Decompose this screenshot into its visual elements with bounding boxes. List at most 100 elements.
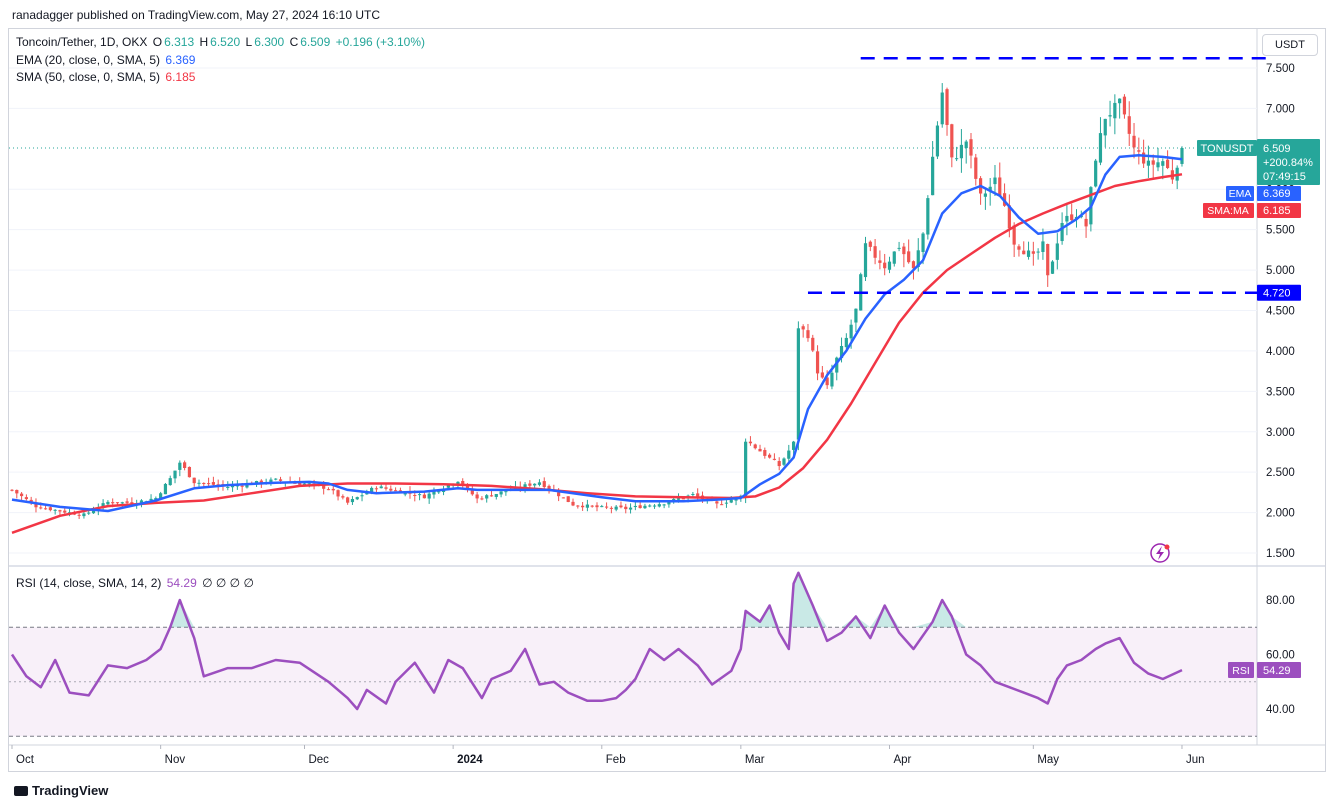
lightning-icon[interactable] — [1150, 543, 1170, 563]
candle-body — [1122, 96, 1127, 115]
candle-body — [24, 497, 28, 500]
candle-body — [542, 481, 546, 488]
candle-body — [1132, 135, 1136, 148]
rsi-overbought-fill — [855, 616, 871, 628]
chart-frame — [8, 28, 1326, 772]
candle-body — [1065, 215, 1069, 222]
candle-body — [173, 470, 177, 479]
price-tick-label: 7.000 — [1266, 103, 1295, 115]
candle-body — [1151, 160, 1155, 165]
candle-body — [331, 488, 335, 491]
time-tick-label: Dec — [308, 754, 329, 766]
ticker-badge-text: TONUSDT — [1201, 143, 1254, 155]
close-label: C — [289, 35, 299, 49]
open-label: O — [152, 35, 163, 49]
candle-body — [571, 501, 575, 506]
candle-body — [768, 454, 772, 458]
candle-body — [298, 482, 302, 485]
price-tick-label: 4.000 — [1266, 346, 1295, 358]
candle-body — [758, 448, 762, 452]
candle-body — [274, 478, 278, 480]
candle-body — [581, 505, 585, 508]
candle-body — [585, 504, 589, 508]
candle-body — [1180, 148, 1184, 164]
candle-body — [149, 498, 153, 501]
candle-body — [154, 498, 158, 500]
candle-body — [235, 485, 239, 487]
candle-body — [307, 483, 311, 485]
candle-body — [561, 497, 566, 499]
candle-body — [887, 261, 892, 270]
candle-body — [53, 509, 57, 511]
candle-body — [724, 502, 729, 504]
candle-body — [1007, 205, 1011, 229]
sma-legend[interactable]: SMA (50, close, 0, SMA, 5) 6.185 — [16, 70, 197, 84]
currency-selector[interactable]: USDT — [1262, 34, 1318, 56]
candle-body — [245, 483, 249, 488]
candle-body — [892, 251, 896, 264]
low-label: L — [245, 35, 253, 49]
rsi-tag-badge — [1228, 662, 1254, 679]
candle-body — [1036, 251, 1040, 253]
candle-body — [19, 493, 24, 497]
candle-body — [796, 328, 800, 440]
candle-body — [336, 490, 340, 497]
candle-body — [326, 489, 331, 491]
tradingview-brand: TradingView — [32, 783, 109, 798]
candle-body — [389, 488, 393, 491]
symbol-name[interactable]: Toncoin/Tether, 1D, OKX — [16, 35, 148, 49]
candle-body — [1055, 243, 1059, 260]
candle-body — [29, 499, 33, 503]
candle-body — [1026, 250, 1031, 257]
candle-body — [77, 514, 81, 516]
price-tick-label: 1.500 — [1266, 548, 1295, 560]
candle-body — [1012, 225, 1016, 245]
candle-body — [753, 444, 757, 449]
ema-tag-text: EMA — [1229, 188, 1252, 200]
candle-body — [456, 481, 460, 485]
candle-body — [470, 488, 474, 495]
candle-body — [1118, 98, 1122, 104]
candle-body — [43, 508, 48, 510]
candle-body — [777, 461, 781, 467]
candle-body — [537, 482, 542, 485]
candle-body — [115, 502, 120, 504]
candle-body — [945, 89, 949, 125]
candle-body — [782, 458, 786, 465]
candle-body — [427, 493, 431, 499]
candle-body — [39, 507, 43, 509]
candle-body — [1017, 246, 1021, 250]
support-level-badge — [1257, 284, 1301, 301]
candle-body — [916, 250, 920, 267]
candle-body — [58, 510, 62, 512]
candle-body — [624, 506, 628, 510]
candle-body — [729, 499, 733, 503]
candle-body — [633, 505, 637, 508]
rsi-tick-label: 60.00 — [1266, 650, 1295, 662]
candle-body — [504, 491, 508, 493]
candle-body — [226, 486, 230, 488]
ema-legend[interactable]: EMA (20, close, 0, SMA, 5) 6.369 — [16, 53, 197, 67]
sma-value-text: 6.185 — [1263, 205, 1291, 217]
candle-body — [950, 124, 954, 158]
candle-body — [763, 450, 767, 456]
tradingview-logo[interactable]: TradingView — [14, 783, 108, 798]
candle-body — [839, 345, 844, 359]
candle-body — [801, 326, 805, 330]
rsi-overbought-fill — [812, 605, 828, 628]
candle-body — [528, 483, 532, 486]
high-value: 6.520 — [210, 35, 241, 49]
time-tick-label: May — [1037, 754, 1059, 766]
candle-body — [322, 484, 326, 489]
rsi-overbought-fill — [793, 572, 799, 628]
candle-body — [619, 505, 623, 508]
candle-body — [379, 486, 383, 489]
rsi-legend[interactable]: RSI (14, close, SMA, 14, 2) 54.29 ∅ ∅ ∅ … — [16, 576, 256, 590]
candle-body — [178, 462, 182, 470]
candle-body — [1031, 251, 1035, 254]
candle-body — [432, 491, 436, 495]
rsi-value-text: 54.29 — [1263, 665, 1291, 677]
price-badge-value: 6.509 — [1263, 143, 1291, 155]
candle-body — [159, 493, 163, 499]
